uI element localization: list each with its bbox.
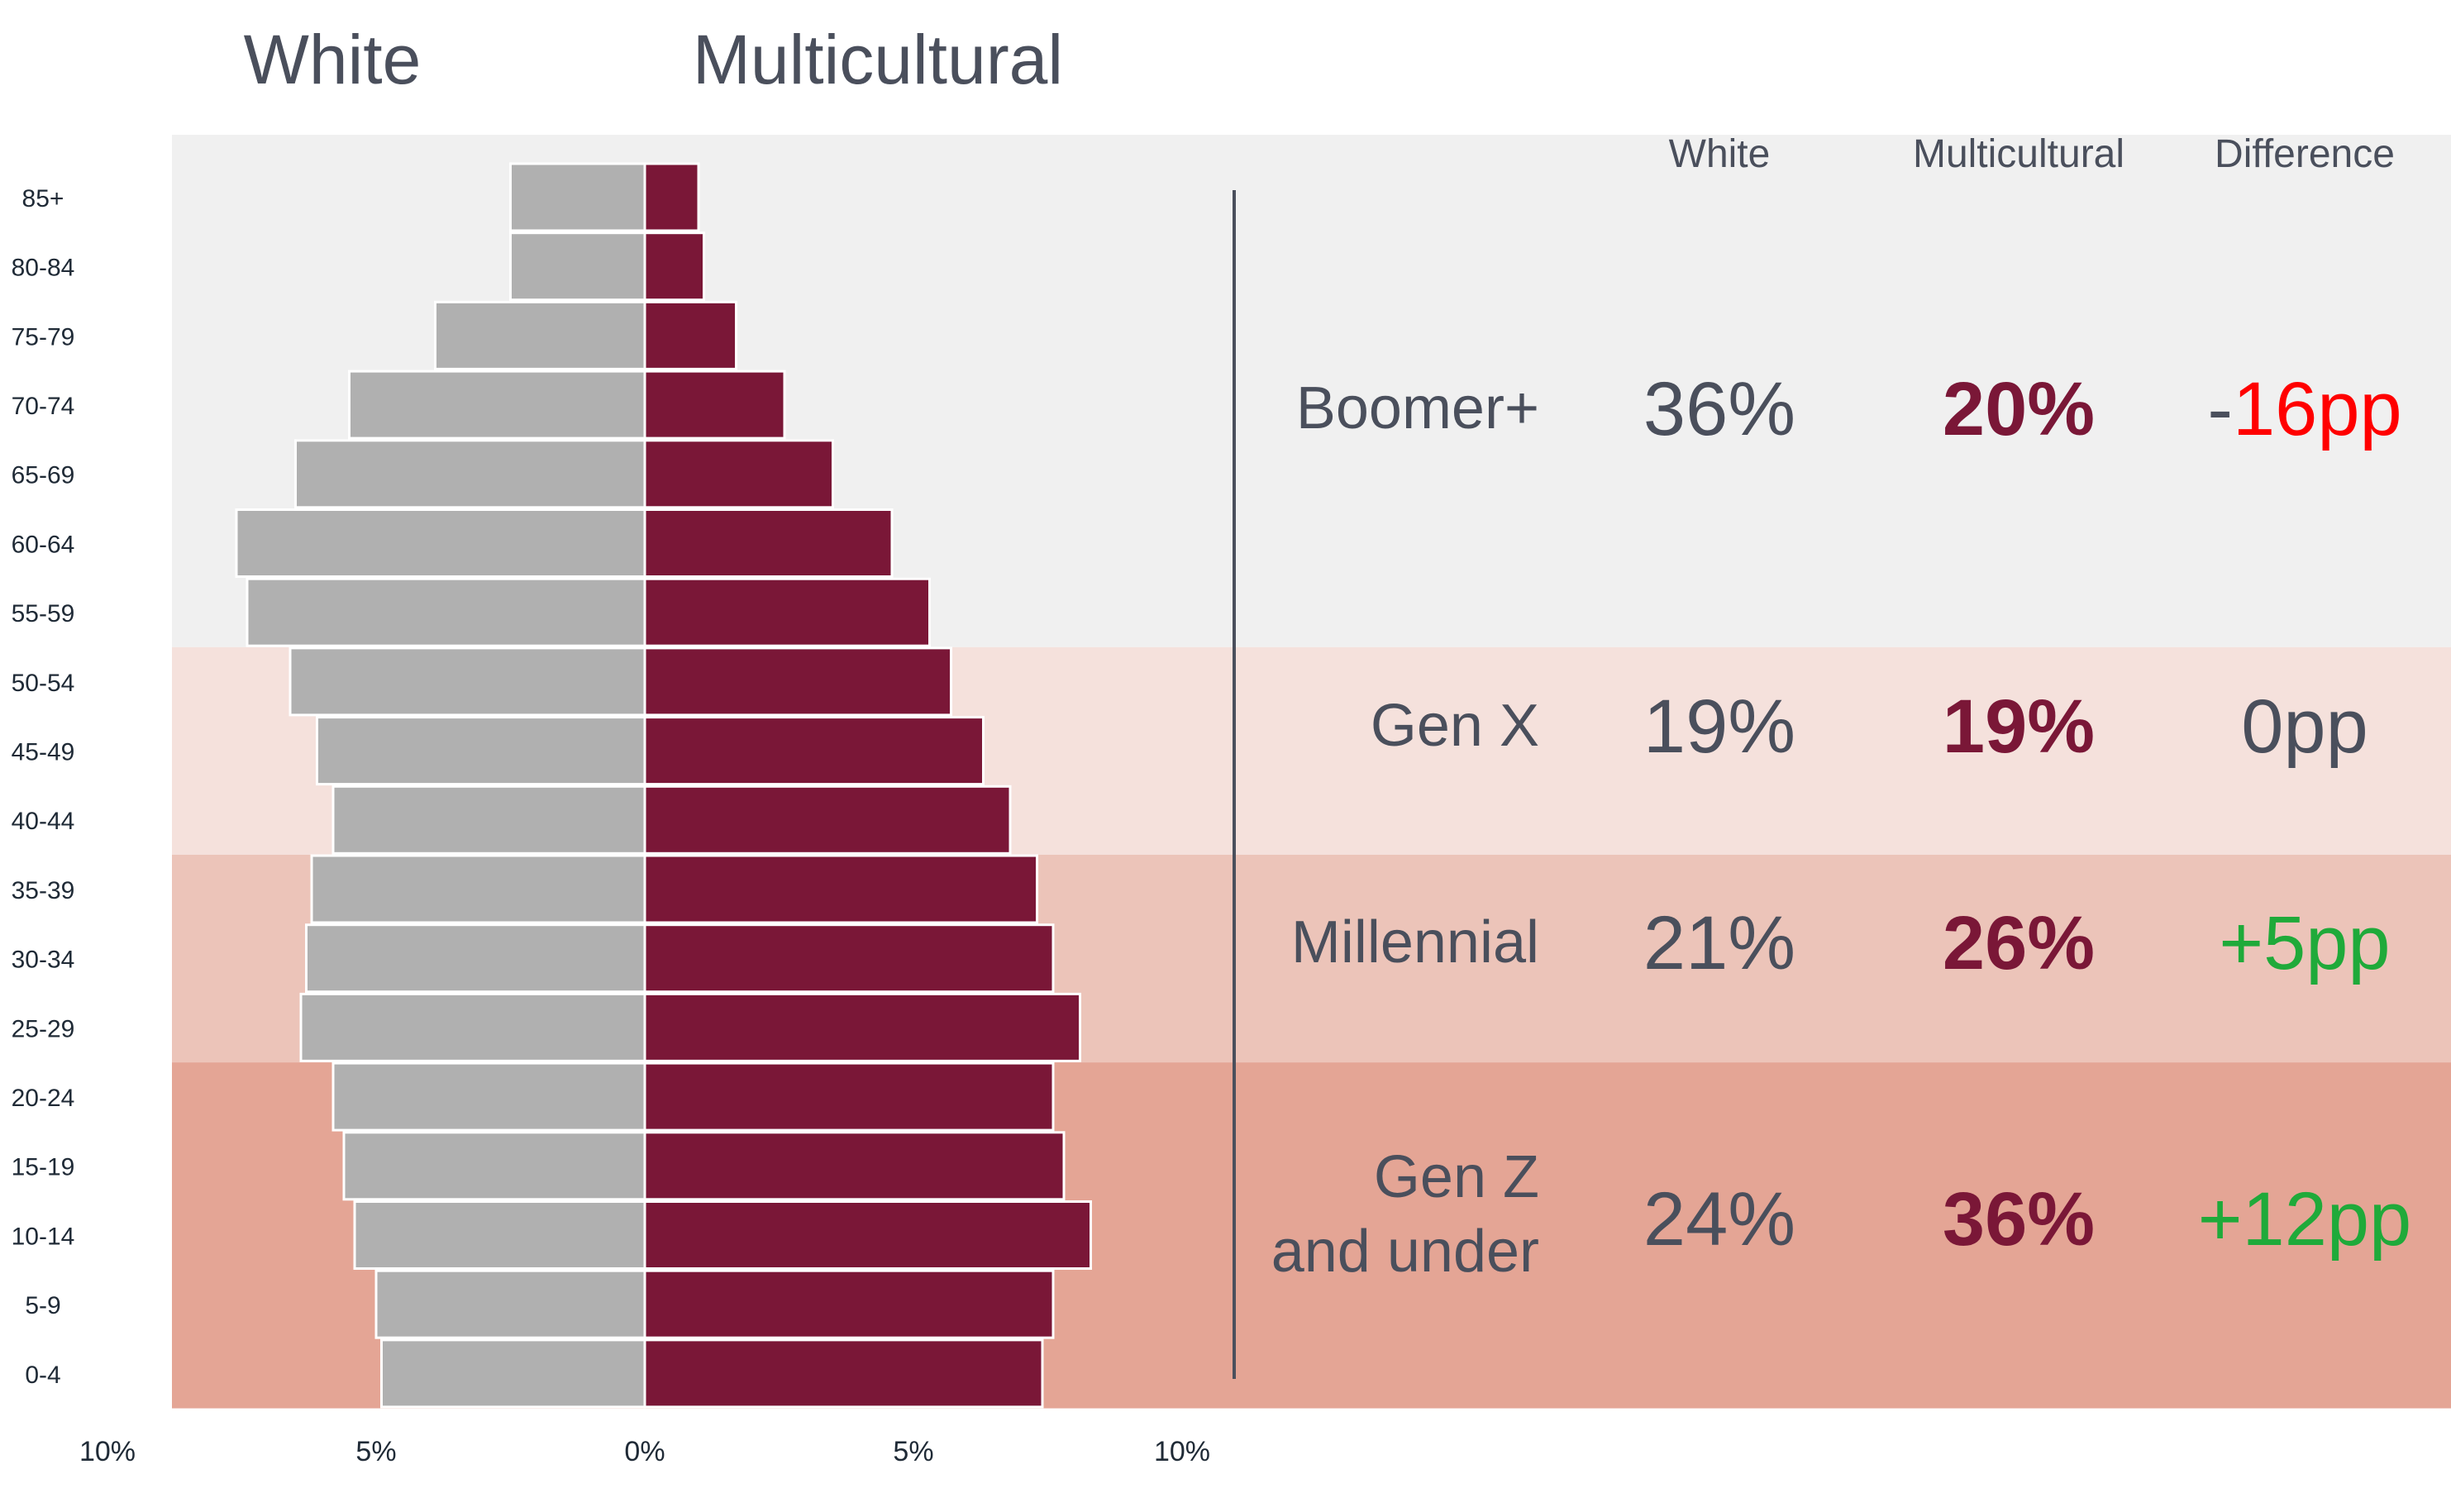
white-bar xyxy=(509,162,646,232)
white-bar xyxy=(331,785,646,855)
difference-value: -16pp xyxy=(2207,367,2401,451)
age-label: 20-24 xyxy=(12,1085,75,1112)
multicultural-bar xyxy=(643,1269,1055,1339)
white-share: 24% xyxy=(1643,1177,1795,1262)
x-tick-label: 10% xyxy=(1154,1436,1210,1467)
white-bar xyxy=(305,923,646,994)
multicultural-bar xyxy=(643,508,894,578)
age-label: 15-19 xyxy=(12,1154,75,1181)
left-title: White xyxy=(244,21,422,98)
x-tick-label: 10% xyxy=(79,1436,136,1467)
age-label: 65-69 xyxy=(12,462,75,489)
multicultural-bar xyxy=(643,785,1012,855)
age-label: 25-29 xyxy=(12,1015,75,1042)
multicultural-bar xyxy=(643,1061,1055,1132)
age-label: 40-44 xyxy=(12,808,75,835)
age-label: 85+ xyxy=(22,185,64,212)
white-bar xyxy=(246,577,646,647)
age-label: 75-79 xyxy=(12,323,75,351)
white-bar xyxy=(316,716,646,786)
x-tick-label: 5% xyxy=(355,1436,396,1467)
difference-value: +5pp xyxy=(2219,901,2390,985)
header-white: White xyxy=(1669,132,1771,176)
x-tick-label: 0% xyxy=(624,1436,665,1467)
white-bar xyxy=(509,231,646,302)
multicultural-share: 20% xyxy=(1943,367,2095,451)
difference-number: +5pp xyxy=(2219,901,2390,985)
age-label: 5-9 xyxy=(25,1292,60,1319)
white-share: 19% xyxy=(1643,684,1795,769)
age-label: 30-34 xyxy=(12,947,75,974)
header-difference: Difference xyxy=(2215,132,2395,176)
right-title: Multicultural xyxy=(693,21,1063,98)
white-bar xyxy=(342,1131,646,1201)
white-bar xyxy=(380,1338,646,1409)
white-bar xyxy=(310,854,646,924)
white-bar xyxy=(288,646,646,717)
age-label: 60-64 xyxy=(12,531,75,558)
multicultural-bar xyxy=(643,231,705,302)
multicultural-bar xyxy=(643,370,786,440)
age-label: 70-74 xyxy=(12,393,75,420)
white-bar xyxy=(299,992,646,1062)
multicultural-bar xyxy=(643,1338,1044,1409)
age-label: 10-14 xyxy=(12,1223,75,1250)
multicultural-bar xyxy=(643,1200,1092,1270)
multicultural-bar xyxy=(643,923,1055,994)
difference-number: 16pp xyxy=(2233,367,2402,451)
difference-number: 0pp xyxy=(2241,684,2368,769)
difference-number: +12pp xyxy=(2198,1177,2411,1262)
generation-label: Millennial xyxy=(1291,909,1539,975)
generation-label: Gen Z xyxy=(1374,1144,1539,1210)
difference-value: 0pp xyxy=(2241,684,2368,769)
multicultural-share: 26% xyxy=(1943,901,2095,985)
multicultural-bar xyxy=(643,162,700,232)
generation-label: Boomer+ xyxy=(1296,375,1539,441)
white-share: 36% xyxy=(1643,367,1795,451)
multicultural-share: 19% xyxy=(1943,684,2095,769)
white-bar xyxy=(353,1200,646,1270)
generation-label: Gen X xyxy=(1371,693,1539,759)
multicultural-bar xyxy=(643,300,737,370)
white-share: 21% xyxy=(1643,901,1795,985)
multicultural-bar xyxy=(643,1131,1066,1201)
multicultural-bar xyxy=(643,577,931,647)
age-label: 35-39 xyxy=(12,877,75,904)
multicultural-share: 36% xyxy=(1943,1177,2095,1262)
multicultural-bar xyxy=(643,646,952,717)
multicultural-bar xyxy=(643,854,1038,924)
white-bar xyxy=(294,439,646,509)
age-label: 55-59 xyxy=(12,600,75,627)
multicultural-bar xyxy=(643,716,985,786)
multicultural-bar xyxy=(643,439,834,509)
generation-label: and under xyxy=(1271,1219,1539,1285)
difference-sign: - xyxy=(2207,367,2233,451)
white-bar xyxy=(348,370,646,440)
multicultural-bar xyxy=(643,992,1081,1062)
header-multicultural: Multicultural xyxy=(1913,132,2124,176)
white-bar xyxy=(434,300,646,370)
age-label: 0-4 xyxy=(25,1362,60,1389)
x-tick-label: 5% xyxy=(893,1436,933,1467)
white-bar xyxy=(235,508,646,578)
age-label: 45-49 xyxy=(12,738,75,766)
age-label: 80-84 xyxy=(12,255,75,282)
age-label: 50-54 xyxy=(12,670,75,697)
difference-value: +12pp xyxy=(2198,1177,2411,1262)
white-bar xyxy=(331,1061,646,1132)
white-bar xyxy=(374,1269,646,1339)
